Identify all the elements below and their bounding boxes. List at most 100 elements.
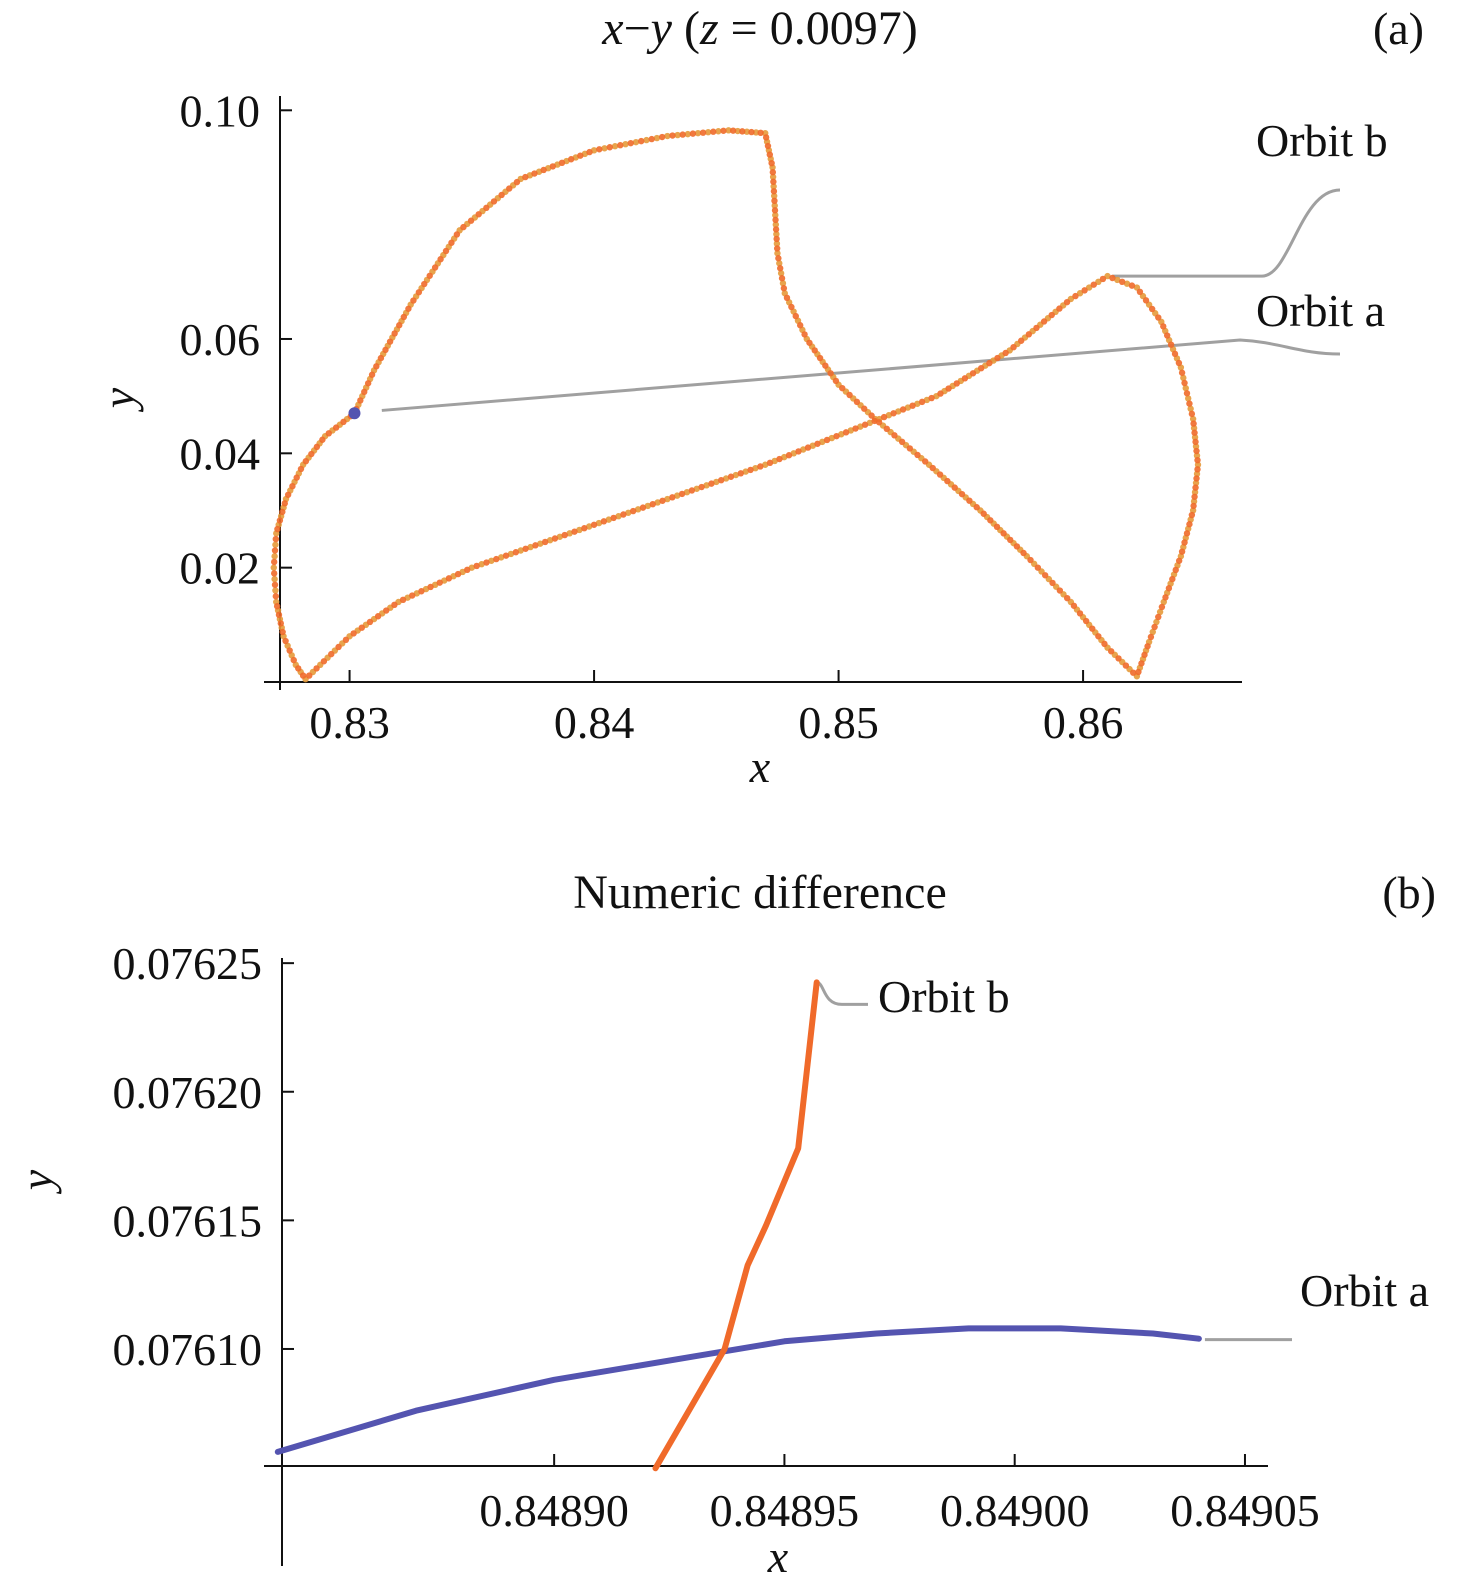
panel-a-point-orbit-b xyxy=(788,303,795,311)
panel-a-point-orbit-b xyxy=(319,436,326,443)
panel-a-point-orbit-b xyxy=(1136,288,1144,296)
panel-a-point-orbit-b xyxy=(1040,318,1048,325)
panel-a-point-orbit-b xyxy=(1025,331,1033,338)
panel-a-point-orbit-a xyxy=(752,129,760,136)
panel-a-point-orbit-a xyxy=(632,138,640,146)
panel-a-point-orbit-b xyxy=(1072,292,1079,300)
panel-a-point-orbit-b xyxy=(531,170,538,177)
panel-a-point-orbit-b xyxy=(739,128,746,135)
panel-a-point-orbit-b xyxy=(1175,557,1183,564)
panel-a-point-orbit-a xyxy=(507,550,515,558)
panel-a-point-orbit-b xyxy=(290,656,297,664)
panel-a-point-orbit-a xyxy=(270,564,277,571)
panel-a-point-orbit-b xyxy=(689,130,697,137)
panel-a-point-orbit-b xyxy=(561,531,568,539)
panel-a-point-orbit-b xyxy=(1171,350,1179,358)
panel-a-point-orbit-b xyxy=(418,588,425,595)
panel-b-x-tick-label: 0.84900 xyxy=(940,1485,1090,1536)
panel-a-point-orbit-b xyxy=(399,596,407,604)
panel-a-point-orbit-b xyxy=(460,223,467,231)
panel-a-point-orbit-b xyxy=(297,465,305,473)
panel-a-point-orbit-b xyxy=(383,607,390,614)
panel-a-point-orbit-b xyxy=(769,169,777,176)
panel-a-point-orbit-b xyxy=(270,570,278,577)
panel-a-point-orbit-b xyxy=(467,217,475,224)
panel-a-point-orbit-b xyxy=(1063,594,1071,602)
panel-a-point-orbit-a xyxy=(478,561,485,568)
panel-a-point-orbit-b xyxy=(699,129,707,136)
panel-a-point-orbit-a xyxy=(537,540,544,547)
panel-a-point-orbit-b xyxy=(1107,648,1115,655)
panel-a-point-orbit-b xyxy=(678,490,686,498)
panel-a-point-orbit-b xyxy=(1190,502,1197,510)
panel-a-point-orbit-b xyxy=(421,280,428,288)
panel-a-point-orbit-b xyxy=(332,424,340,431)
panel-a-point-orbit-b xyxy=(629,507,637,515)
panel-a-point-orbit-b xyxy=(276,517,284,524)
panel-b-x-tick-label: 0.84895 xyxy=(710,1485,860,1536)
panel-a-point-orbit-b xyxy=(551,535,559,542)
panel-a-start-point xyxy=(348,407,361,420)
panel-a-point-orbit-b xyxy=(1049,579,1056,587)
panel-b-series xyxy=(274,979,1202,1472)
panel-a-point-orbit-b xyxy=(1056,305,1063,312)
panel-b-tag: (b) xyxy=(1382,867,1436,918)
panel-a-point-orbit-a xyxy=(1153,618,1160,626)
panel-a-point-orbit-b xyxy=(1148,305,1156,313)
panel-a-point-orbit-b xyxy=(1167,341,1175,348)
panel-a-point-orbit-a xyxy=(732,471,740,479)
panel-a-point-orbit-a xyxy=(684,130,691,138)
panel-a-point-orbit-b xyxy=(1034,564,1042,571)
panel-a-point-orbit-b xyxy=(973,504,980,511)
panel-a-point-orbit-b xyxy=(771,207,779,214)
panel-a-point-orbit-a xyxy=(1149,628,1156,636)
panel-a-point-orbit-b xyxy=(1027,556,1034,564)
panel-a-point-orbit-b xyxy=(373,363,380,370)
panel-a-point-orbit-b xyxy=(906,445,914,452)
panel-a-callout-label-orbit-a: Orbit a xyxy=(1256,285,1385,336)
panel-a-series-orbit-a xyxy=(270,127,1202,683)
panel-a-point-orbit-b xyxy=(325,430,332,437)
panel-a-point-orbit-b xyxy=(502,552,510,559)
panel-a-point-orbit-b xyxy=(978,364,985,372)
panel-a-point-orbit-b xyxy=(842,429,850,436)
panel-a-point-orbit-b xyxy=(792,312,799,320)
panel-a-point-orbit-b xyxy=(532,542,539,549)
panel-a-point-orbit-b xyxy=(1095,633,1102,640)
panel-a-point-orbit-b xyxy=(596,146,603,153)
panel-a-xy-projection: x−y (z = 0.0097) (a) 0.83 0.84 0.85 0.860.0… xyxy=(93,2,1424,792)
panel-a-point-orbit-b xyxy=(1048,311,1055,319)
panel-a-point-orbit-b xyxy=(1193,447,1200,455)
panel-a-point-orbit-b xyxy=(768,159,775,167)
panel-a-point-orbit-b xyxy=(1147,633,1155,641)
panel-a-point-orbit-b xyxy=(773,235,780,243)
panel-a-point-orbit-b xyxy=(541,538,549,546)
panel-a-point-orbit-b xyxy=(953,380,960,387)
panel-a-point-orbit-b xyxy=(766,459,774,467)
panel-a-point-orbit-a xyxy=(615,513,622,520)
panel-a-point-orbit-a xyxy=(773,230,780,238)
panel-b-callout-labels: Orbit b Orbit a xyxy=(878,971,1429,1316)
panel-a-point-orbit-b xyxy=(757,463,764,470)
panel-a-point-orbit-a xyxy=(1123,280,1131,287)
panel-a-point-orbit-b xyxy=(272,535,280,543)
panel-a-point-orbit-a xyxy=(715,128,722,135)
panel-a-point-orbit-b xyxy=(590,521,598,528)
panel-a-point-orbit-b xyxy=(540,166,547,174)
panel-a-y-axis-label: y xyxy=(93,387,144,412)
panel-a-point-orbit-b xyxy=(1013,543,1021,550)
panel-a-point-orbit-b xyxy=(1191,429,1198,436)
panel-a-point-orbit-a xyxy=(595,519,603,527)
panel-a-point-orbit-b xyxy=(833,432,840,440)
panel-a-point-orbit-b xyxy=(1142,297,1150,304)
panel-a-point-orbit-b xyxy=(299,672,307,679)
panel-a-point-orbit-b xyxy=(426,272,433,279)
panel-a-point-orbit-b xyxy=(427,583,434,591)
panel-a-point-orbit-b xyxy=(883,425,890,433)
panel-a-point-orbit-b xyxy=(772,216,779,224)
panel-a-point-orbit-a xyxy=(776,260,783,267)
panel-a-point-orbit-b xyxy=(475,211,482,218)
panel-a-point-orbit-b xyxy=(320,658,328,665)
panel-a-point-orbit-b xyxy=(1163,332,1171,339)
